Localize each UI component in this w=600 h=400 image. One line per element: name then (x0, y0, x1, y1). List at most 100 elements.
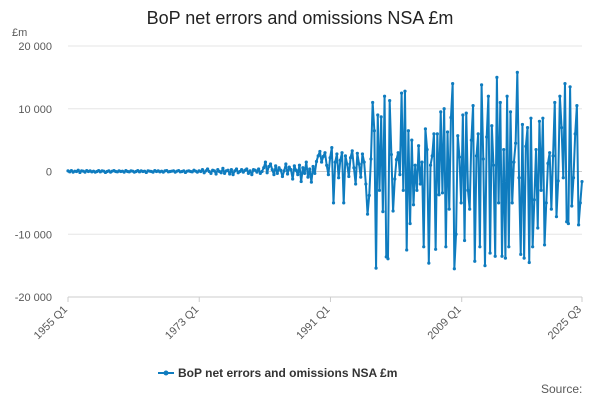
data-point (554, 215, 559, 219)
data-point (389, 152, 393, 157)
data-point (311, 164, 315, 169)
data-point (434, 247, 438, 251)
data-point (267, 164, 271, 169)
data-point (308, 167, 312, 171)
data-point (454, 232, 458, 236)
data-point (459, 201, 463, 205)
data-point (457, 155, 462, 159)
data-point (362, 160, 366, 164)
source-label: Source: (541, 382, 583, 396)
data-point (500, 254, 504, 258)
data-point (345, 162, 349, 166)
data-point (326, 173, 331, 177)
data-point (451, 82, 455, 86)
data-point (510, 201, 514, 205)
data-point (471, 104, 475, 108)
data-point (561, 176, 565, 180)
data-point (403, 89, 407, 93)
data-point (479, 83, 484, 87)
data-point (214, 172, 218, 176)
data-point (495, 75, 499, 79)
data-point (342, 201, 346, 205)
data-point (354, 182, 358, 186)
data-point (284, 162, 288, 166)
data-point (246, 171, 251, 175)
data-point (398, 173, 402, 177)
data-point (393, 177, 397, 181)
data-point (371, 100, 375, 105)
data-point (456, 134, 460, 138)
data-point (537, 119, 542, 123)
y-tick-label: 0 (46, 167, 52, 179)
data-point (301, 166, 305, 170)
data-point (505, 94, 509, 98)
x-tick-label: 1973 Q1 (163, 304, 201, 342)
data-point (399, 91, 404, 95)
data-point (418, 182, 422, 186)
legend[interactable]: BoP net errors and omissions NSA £m (158, 366, 397, 380)
data-point (542, 243, 547, 247)
data-point (309, 180, 313, 184)
data-point (428, 163, 433, 167)
data-point (575, 104, 579, 108)
chart-title: BoP net errors and omissions NSA £m (146, 8, 454, 28)
data-point (382, 94, 387, 98)
data-point (423, 127, 428, 131)
data-point (519, 252, 523, 256)
data-point (553, 100, 557, 105)
data-point (394, 157, 399, 162)
data-point (318, 149, 322, 154)
data-point (257, 167, 261, 171)
data-point (551, 154, 555, 158)
data-point (323, 151, 327, 155)
data-point (335, 152, 339, 156)
data-point (297, 163, 302, 167)
data-point (350, 149, 354, 153)
x-axis (67, 296, 583, 302)
y-tick-label: -20 000 (15, 292, 52, 304)
data-point (401, 188, 405, 192)
data-point (337, 176, 341, 180)
data-point (331, 201, 336, 205)
data-point (464, 111, 468, 115)
data-point (515, 70, 519, 74)
data-point (563, 82, 567, 86)
data-point (534, 147, 538, 152)
x-tick-label: 1991 Q1 (294, 304, 332, 342)
data-point (282, 169, 286, 173)
data-point (364, 182, 368, 186)
data-point (285, 172, 290, 176)
data-point (559, 125, 564, 130)
data-point (481, 157, 485, 161)
data-point (462, 238, 467, 243)
data-point (304, 160, 308, 164)
data-point (377, 188, 382, 192)
data-point (507, 245, 511, 249)
data-point (330, 146, 334, 150)
data-point (381, 210, 385, 214)
data-point (270, 168, 274, 172)
data-point (476, 132, 480, 136)
data-point (415, 188, 419, 192)
data-point (517, 176, 521, 180)
data-point (473, 259, 477, 263)
data-point (314, 159, 319, 164)
data-point (512, 160, 516, 164)
data-point (291, 177, 295, 181)
data-point (410, 138, 414, 142)
data-point (388, 98, 392, 103)
data-point (367, 193, 371, 197)
data-point (365, 212, 370, 216)
data-point (209, 171, 213, 175)
legend-marker (163, 370, 169, 376)
data-point (306, 175, 310, 179)
data-point (268, 162, 273, 166)
legend-label: BoP net errors and omissions NSA £m (178, 366, 397, 380)
data-point (483, 264, 487, 268)
data-point (539, 188, 543, 192)
data-point (379, 115, 383, 119)
data-point (275, 171, 279, 175)
data-point (296, 173, 300, 177)
data-point (525, 125, 530, 130)
data-point (531, 245, 535, 249)
